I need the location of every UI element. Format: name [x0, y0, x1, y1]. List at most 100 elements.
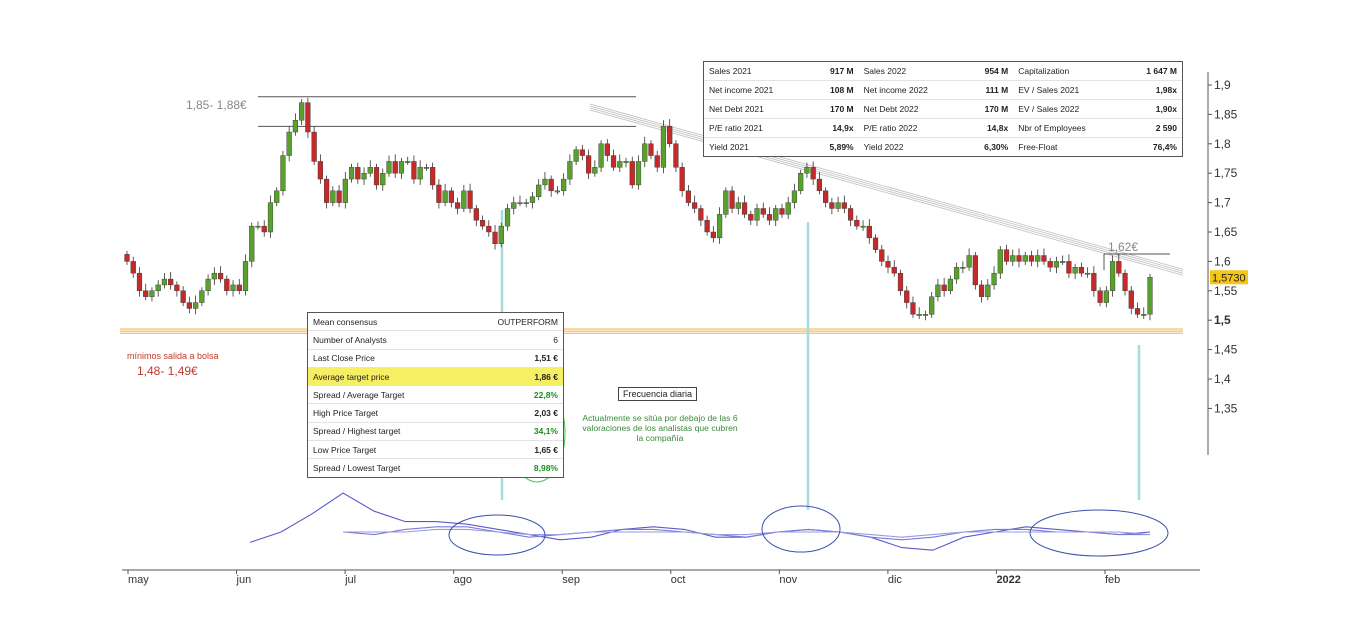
candle-body — [1066, 261, 1072, 274]
candle-body — [978, 284, 985, 297]
highlight-ellipse — [448, 514, 546, 556]
candle-body — [536, 184, 542, 197]
oscillator-line — [343, 528, 1151, 538]
candle-body — [1147, 277, 1153, 315]
candle-body — [461, 190, 467, 209]
candle-body — [573, 149, 579, 162]
candle-body — [517, 202, 523, 205]
last-price-label: 1,5730 — [1212, 272, 1246, 284]
metric-label: Net income 2021 — [704, 80, 810, 100]
candle-body — [436, 184, 442, 203]
y-tick-label: 1,85 — [1214, 107, 1238, 121]
consensus-label: Spread / Highest target — [308, 422, 459, 442]
candle-body — [149, 290, 155, 297]
candle-body — [442, 190, 448, 203]
candle-body — [592, 167, 598, 174]
consensus-table: Mean consensus OUTPERFORM Number of Analys… — [307, 312, 564, 478]
candle-body — [1128, 290, 1134, 309]
metric-label: Sales 2021 — [704, 62, 810, 81]
consensus-value: 1,51 € — [458, 349, 563, 368]
candle-body — [1003, 249, 1010, 262]
candle-body — [1141, 314, 1147, 316]
downtrend-channel-line — [589, 105, 1184, 272]
candle-body — [373, 167, 380, 186]
candle-body — [804, 167, 810, 174]
consensus-value: 22,8% — [458, 385, 563, 405]
metric-label: Net income 2022 — [858, 80, 965, 100]
candle-body — [455, 202, 461, 209]
metric-value: 76,4% — [1152, 142, 1177, 152]
metric-value: 1,90x — [1123, 99, 1182, 119]
candle-body — [467, 190, 473, 209]
consensus-value: OUTPERFORM — [458, 313, 563, 332]
candle-body — [217, 272, 224, 280]
candle-body — [473, 208, 479, 221]
candle-body — [261, 225, 267, 233]
candle-body — [779, 208, 785, 215]
candle-body — [854, 220, 860, 227]
candle-body — [791, 190, 798, 203]
consensus-label: Spread / Lowest Target — [313, 463, 401, 474]
candle-body — [966, 255, 972, 268]
candle-body — [1085, 272, 1091, 275]
candle-body — [1016, 255, 1022, 262]
x-tick-label: may — [128, 574, 149, 586]
candle-body — [816, 178, 822, 192]
metric-value: 111 M — [964, 80, 1014, 100]
highlight-ellipse — [1029, 509, 1169, 557]
candle-body — [642, 143, 648, 162]
consensus-row: High Price Target 2,03 € — [308, 403, 563, 423]
support-label: 1,48- 1,49€ — [137, 364, 198, 378]
candle-body — [336, 190, 342, 203]
metric-label: Nbr of Employees — [1013, 118, 1124, 138]
candle-body — [1097, 290, 1103, 303]
candle-body — [897, 272, 904, 292]
candle-body — [1116, 261, 1122, 274]
consensus-label: High Price Target — [308, 403, 459, 423]
candle-body — [386, 161, 392, 174]
metric-label: Net Debt 2022 — [858, 99, 965, 119]
y-tick-label: 1,35 — [1214, 401, 1238, 415]
candle-body — [417, 167, 423, 180]
consensus-label: Number of Analysts — [308, 330, 459, 350]
y-tick-label: 1,65 — [1214, 225, 1238, 239]
metric-value: 2 590 — [1123, 118, 1182, 138]
consensus-label: Mean consensus — [308, 313, 459, 332]
candle-body — [585, 155, 592, 174]
candle-body — [486, 225, 492, 233]
candle-body — [242, 261, 249, 291]
candle-body — [922, 314, 929, 316]
x-tick-label: oct — [671, 574, 686, 586]
candle-body — [186, 302, 192, 309]
candle-body — [280, 155, 286, 192]
candle-body — [430, 167, 436, 186]
candle-body — [673, 143, 679, 168]
candle-body — [954, 267, 960, 280]
candle-body — [205, 278, 211, 292]
consensus-label: Average target price — [308, 367, 459, 387]
candle-body — [754, 208, 760, 221]
candle-body — [380, 172, 386, 186]
candle-body — [904, 290, 910, 303]
candle-body — [604, 143, 610, 156]
candle-body — [230, 284, 236, 292]
oscillator-line — [249, 492, 1151, 551]
fundamentals-row: Sales 2021 917 M Sales 2022 954 M Capitaliza… — [704, 62, 1182, 81]
metric-label: EV / Sales 2022 — [1013, 99, 1124, 119]
y-tick-label: 1,75 — [1214, 166, 1238, 180]
candle-body — [748, 214, 754, 221]
candle-body — [698, 208, 704, 221]
metric-value: 5,89% — [829, 142, 854, 152]
candle-body — [773, 208, 779, 221]
candle-body — [168, 278, 174, 286]
metric-label: EV / Sales 2021 — [1013, 80, 1124, 100]
candle-body — [1035, 255, 1041, 262]
candle-body — [835, 202, 841, 209]
y-tick-label: 1,7 — [1214, 196, 1231, 210]
candle-body — [299, 102, 305, 121]
candle-body — [405, 161, 411, 163]
candle-body — [685, 190, 692, 203]
candle-body — [847, 208, 854, 221]
candle-body — [1122, 272, 1128, 292]
